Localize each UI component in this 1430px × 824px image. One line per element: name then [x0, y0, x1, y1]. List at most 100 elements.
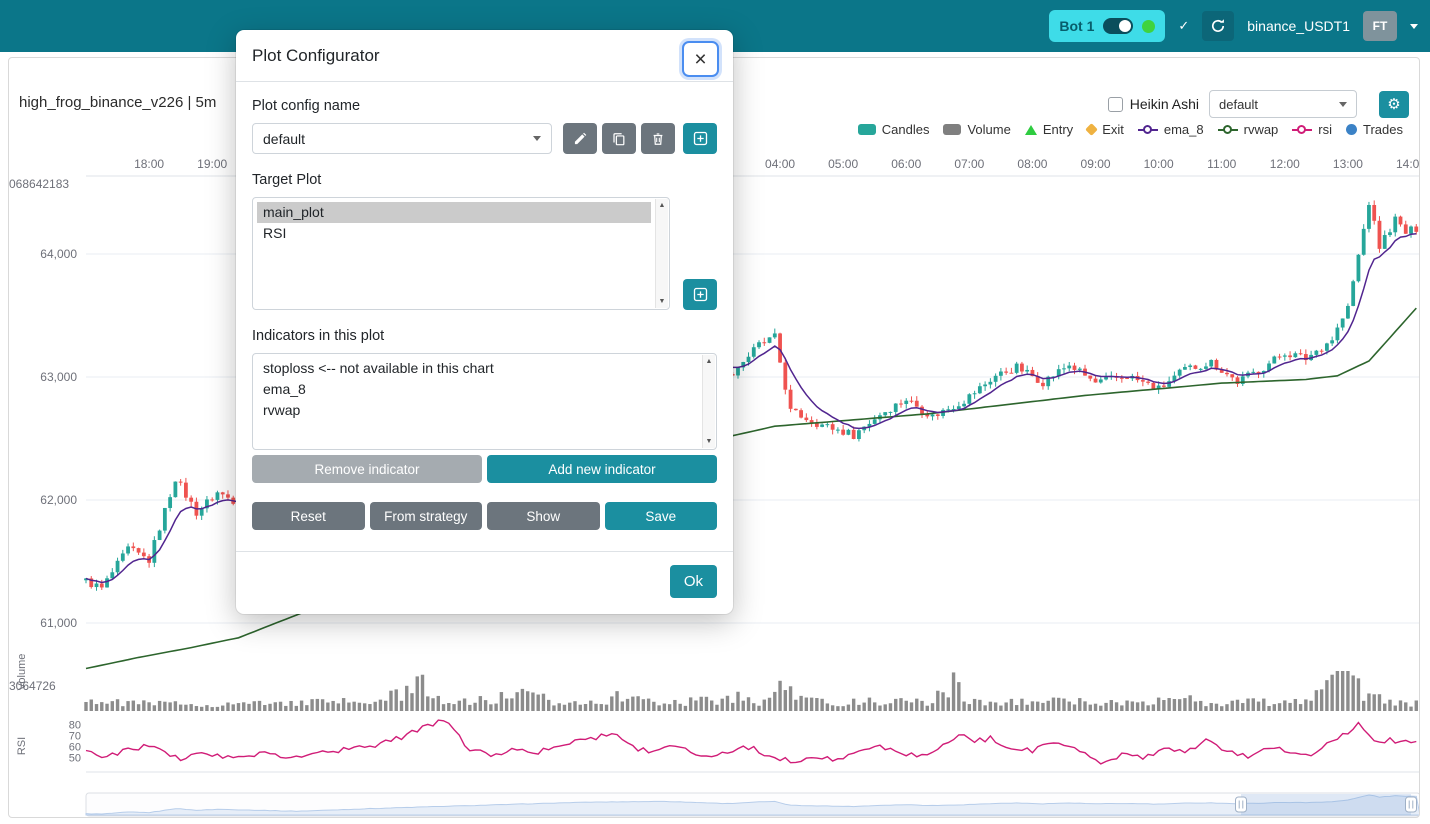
modal-title: Plot Configurator — [252, 46, 380, 65]
scroll-up-icon[interactable]: ▲ — [705, 358, 713, 365]
legend-label: Exit — [1102, 122, 1124, 137]
svg-text:068642183: 068642183 — [9, 177, 69, 191]
chart-controls: Heikin Ashi default ⚙ — [1107, 90, 1409, 118]
volume-marker — [943, 124, 962, 135]
svg-text:14:00: 14:00 — [1396, 157, 1420, 171]
legend-item-rvwap[interactable]: rvwap — [1217, 122, 1279, 137]
legend-label: rvwap — [1243, 122, 1279, 137]
datazoom-right-handle[interactable] — [1405, 796, 1417, 813]
scroll-down-icon[interactable]: ▼ — [658, 298, 666, 305]
svg-text:19:00: 19:00 — [197, 157, 227, 171]
svg-text:3064726: 3064726 — [9, 679, 56, 693]
duplicate-config-button[interactable] — [602, 123, 636, 154]
heikin-ashi-label: Heikin Ashi — [1129, 96, 1199, 112]
scrollbar[interactable]: ▲ ▼ — [655, 199, 668, 308]
add-config-button[interactable] — [683, 123, 717, 154]
legend-item-ema8[interactable]: ema_8 — [1137, 122, 1204, 137]
legend-item-candles[interactable]: Candles — [857, 122, 930, 137]
svg-text:70: 70 — [69, 731, 81, 743]
legend-item-volume[interactable]: Volume — [943, 122, 1011, 137]
svg-text:07:00: 07:00 — [954, 157, 984, 171]
indicators-label: Indicators in this plot — [252, 328, 385, 344]
legend-label: rsi — [1318, 122, 1333, 137]
config-name-row: default — [252, 123, 717, 154]
plot-configurator-modal: Plot Configurator × Plot config name def… — [236, 30, 733, 614]
ok-button[interactable]: Ok — [669, 565, 717, 598]
svg-text:09:00: 09:00 — [1081, 157, 1111, 171]
check-icon: ✓ — [1178, 18, 1190, 33]
config-name-select[interactable]: default — [252, 123, 552, 154]
add-target-plot-button[interactable] — [683, 279, 717, 310]
scrollbar[interactable]: ▲ ▼ — [702, 355, 715, 448]
modal-footer: Ok — [236, 551, 733, 614]
legend-item-exit[interactable]: Exit — [1085, 122, 1124, 137]
trash-icon — [653, 132, 663, 145]
show-button[interactable]: Show — [487, 502, 600, 530]
target-plot-list[interactable]: main_plot RSI ▲ ▼ — [252, 197, 670, 310]
legend-item-trades[interactable]: Trades — [1346, 122, 1403, 137]
scroll-down-icon[interactable]: ▼ — [705, 438, 713, 445]
legend-label: Candles — [881, 122, 930, 137]
rvwap-line-marker — [1217, 124, 1238, 135]
pencil-icon — [574, 132, 587, 144]
save-button[interactable]: Save — [604, 502, 717, 530]
indicators-list[interactable]: stoploss <-- not available in this chart… — [252, 353, 717, 450]
from-strategy-button[interactable]: From strategy — [369, 502, 482, 530]
delete-config-button[interactable] — [641, 123, 675, 154]
plot-config-select[interactable]: default — [1209, 90, 1357, 118]
target-plot-label: Target Plot — [252, 172, 322, 188]
svg-text:08:00: 08:00 — [1017, 157, 1047, 171]
svg-text:13:00: 13:00 — [1333, 157, 1363, 171]
svg-text:61,000: 61,000 — [40, 616, 77, 630]
indicator-item-ema8[interactable]: ema_8 — [263, 381, 306, 397]
target-plot-row: main_plot RSI ▲ ▼ — [252, 197, 717, 310]
svg-text:11:00: 11:00 — [1207, 157, 1236, 171]
chevron-down-icon — [533, 136, 541, 141]
svg-text:50: 50 — [69, 753, 81, 765]
bot-selector[interactable]: Bot 1 — [1049, 10, 1166, 42]
modal-body: Plot config name default Target Plot mai… — [236, 82, 733, 551]
legend-label: Volume — [967, 122, 1011, 137]
svg-text:60: 60 — [69, 742, 81, 754]
candles-marker — [857, 124, 876, 135]
legend-item-entry[interactable]: Entry — [1024, 122, 1073, 137]
svg-text:10:00: 10:00 — [1144, 157, 1174, 171]
trades-circle-marker — [1346, 124, 1358, 135]
refresh-icon — [1212, 19, 1225, 32]
datazoom-left-handle[interactable] — [1235, 796, 1247, 813]
scroll-up-icon[interactable]: ▲ — [658, 202, 666, 209]
legend-label: ema_8 — [1163, 122, 1204, 137]
edit-config-button[interactable] — [563, 123, 597, 154]
legend-label: Trades — [1363, 122, 1403, 137]
svg-text:04:00: 04:00 — [765, 157, 795, 171]
svg-text:62,000: 62,000 — [40, 493, 77, 507]
heikin-ashi-checkbox[interactable] — [1107, 96, 1123, 112]
avatar[interactable]: FT — [1363, 11, 1397, 41]
reset-button[interactable]: Reset — [252, 502, 365, 530]
target-plot-item-rsi[interactable]: RSI — [263, 225, 287, 241]
chevron-down-icon — [1339, 101, 1347, 107]
chart-legend: Candles Volume Entry Exit ema_8 rvwap rs… — [857, 122, 1403, 137]
gear-button[interactable]: ⚙ — [1379, 90, 1409, 118]
plot-config-select-value: default — [1219, 96, 1259, 112]
svg-text:05:00: 05:00 — [828, 157, 858, 171]
toggle-knob — [1119, 20, 1132, 32]
add-new-indicator-button[interactable]: Add new indicator — [487, 455, 717, 483]
legend-item-rsi[interactable]: rsi — [1292, 122, 1332, 137]
reload-button[interactable] — [1202, 11, 1235, 41]
chevron-down-icon[interactable] — [1410, 23, 1418, 29]
close-button[interactable]: × — [682, 41, 719, 77]
target-plot-item-main-plot[interactable]: main_plot — [257, 202, 651, 223]
copy-icon — [613, 132, 625, 145]
heikin-ashi-control: Heikin Ashi — [1107, 96, 1199, 112]
plus-square-icon — [693, 131, 707, 146]
indicator-item-stoploss[interactable]: stoploss <-- not available in this chart — [263, 360, 494, 376]
indicator-item-rvwap[interactable]: rvwap — [263, 402, 301, 418]
avatar-label: FT — [1372, 19, 1388, 33]
plot-config-name-label: Plot config name — [252, 98, 361, 114]
bot-toggle[interactable] — [1103, 18, 1134, 34]
rsi-line-marker — [1292, 124, 1313, 135]
indicator-buttons-row: Remove indicator Add new indicator — [252, 455, 717, 483]
remove-indicator-button[interactable]: Remove indicator — [252, 455, 482, 483]
svg-text:06:00: 06:00 — [891, 157, 921, 171]
